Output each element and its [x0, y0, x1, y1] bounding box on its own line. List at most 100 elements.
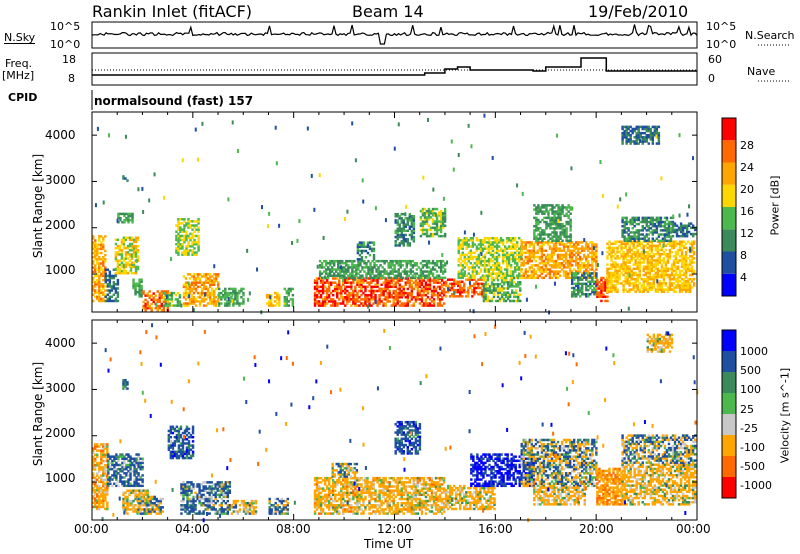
- scatter-cell: [680, 265, 684, 268]
- scatter-cell: [631, 237, 634, 240]
- scatter-cell: [520, 264, 523, 267]
- scatter-cell: [114, 287, 118, 290]
- scatter-cell: [425, 262, 429, 265]
- scatter-cell: [648, 252, 652, 256]
- scatter-cell: [126, 251, 130, 254]
- scatter-cell: [332, 259, 336, 263]
- scatter-cell: [353, 266, 356, 269]
- scatter-cell: [565, 233, 568, 236]
- scatter-cell: [551, 204, 554, 207]
- scatter-cell: [634, 282, 637, 285]
- scatter-cell: [362, 291, 365, 295]
- scatter-cell: [595, 284, 598, 288]
- scatter-cell: [393, 266, 396, 269]
- scatter-cell: [667, 231, 671, 234]
- scatter-cell: [655, 142, 659, 145]
- scatter-cell: [494, 283, 498, 286]
- scatter-cell: [461, 264, 464, 267]
- scatter-cell: [628, 259, 631, 262]
- scatter-cell: [579, 290, 582, 294]
- scatter-cell: [504, 291, 508, 294]
- scatter-cell: [679, 228, 683, 232]
- scatter-cell: [498, 291, 502, 294]
- scatter-cell: [536, 264, 540, 267]
- scatter-cell: [402, 291, 405, 295]
- scatter-cell: [481, 278, 484, 281]
- scatter-cell: [441, 212, 445, 215]
- scatter-cell: [646, 277, 649, 281]
- scatter-cell: [664, 263, 668, 266]
- scatter-cell: [337, 264, 340, 267]
- scatter-cell: [637, 233, 640, 236]
- scatter-cell: [433, 232, 437, 236]
- scatter-cell: [118, 244, 122, 248]
- scatter-cell: [479, 257, 483, 261]
- scatter-cell: [535, 208, 538, 211]
- scatter-cell: [481, 284, 484, 288]
- scatter-cell: [98, 274, 101, 278]
- scatter-cell: [637, 138, 640, 141]
- scatter-cell: [555, 233, 558, 236]
- scatter-cell: [479, 243, 483, 246]
- scatter-cell: [564, 266, 568, 269]
- scatter-cell: [213, 281, 216, 284]
- scatter-cell: [319, 285, 323, 289]
- scatter-cell: [640, 246, 643, 250]
- scatter-cell: [522, 272, 525, 275]
- scatter-cell: [369, 270, 372, 273]
- scatter-cell: [409, 262, 413, 265]
- scatter-cell: [119, 212, 122, 216]
- scatter-cell: [499, 249, 503, 252]
- scatter-cell: [526, 241, 530, 244]
- scatter-cell: [577, 286, 580, 290]
- scatter-cell: [655, 131, 659, 135]
- scatter-cell: [545, 233, 548, 236]
- scatter-cell: [657, 133, 661, 137]
- scatter-cell: [479, 249, 483, 252]
- scatter-cell: [647, 129, 651, 133]
- scatter-cell: [625, 220, 628, 224]
- scatter-cell: [533, 233, 536, 236]
- scatter-cell: [479, 259, 483, 263]
- scatter-cell: [643, 235, 646, 238]
- scatter-cell: [213, 289, 216, 293]
- scatter-cell: [665, 235, 669, 238]
- scatter-cell: [175, 230, 178, 233]
- scatter-cell: [435, 216, 439, 219]
- scatter-cell: [471, 251, 475, 255]
- scatter-cell: [240, 302, 243, 305]
- scatter-cell: [684, 282, 688, 285]
- scatter-cell: [354, 293, 357, 297]
- scatter-cell: [242, 293, 245, 297]
- scatter-cell: [419, 270, 423, 273]
- scatter-cell: [94, 291, 97, 294]
- scatter-cell: [437, 220, 441, 223]
- scatter-cell: [678, 255, 682, 258]
- scatter-cell: [424, 289, 428, 293]
- scatter-cell: [610, 259, 613, 262]
- scatter-cell: [662, 277, 666, 281]
- scatter-cell: [577, 257, 580, 261]
- scatter-cell: [667, 233, 671, 236]
- scatter-cell: [338, 291, 341, 295]
- scatter-cell: [285, 300, 289, 303]
- scatter-cell: [587, 245, 590, 248]
- scatter-cell: [598, 280, 601, 284]
- sparse-echo: [141, 186, 144, 191]
- scatter-cell: [650, 288, 654, 291]
- scatter-cell: [455, 290, 458, 294]
- scatter-cell: [637, 222, 640, 226]
- scatter-cell: [636, 267, 639, 271]
- scatter-cell: [663, 239, 667, 243]
- scatter-cell: [448, 295, 452, 298]
- scatter-cell: [190, 287, 194, 291]
- scatter-cell: [425, 228, 429, 232]
- scatter-cell: [572, 253, 576, 257]
- scatter-cell: [378, 296, 381, 299]
- scatter-cell: [606, 277, 609, 281]
- scatter-cell: [491, 270, 495, 273]
- scatter-cell: [104, 299, 108, 303]
- scatter-cell: [217, 298, 220, 301]
- scatter-cell: [513, 239, 517, 242]
- scatter-cell: [656, 263, 660, 266]
